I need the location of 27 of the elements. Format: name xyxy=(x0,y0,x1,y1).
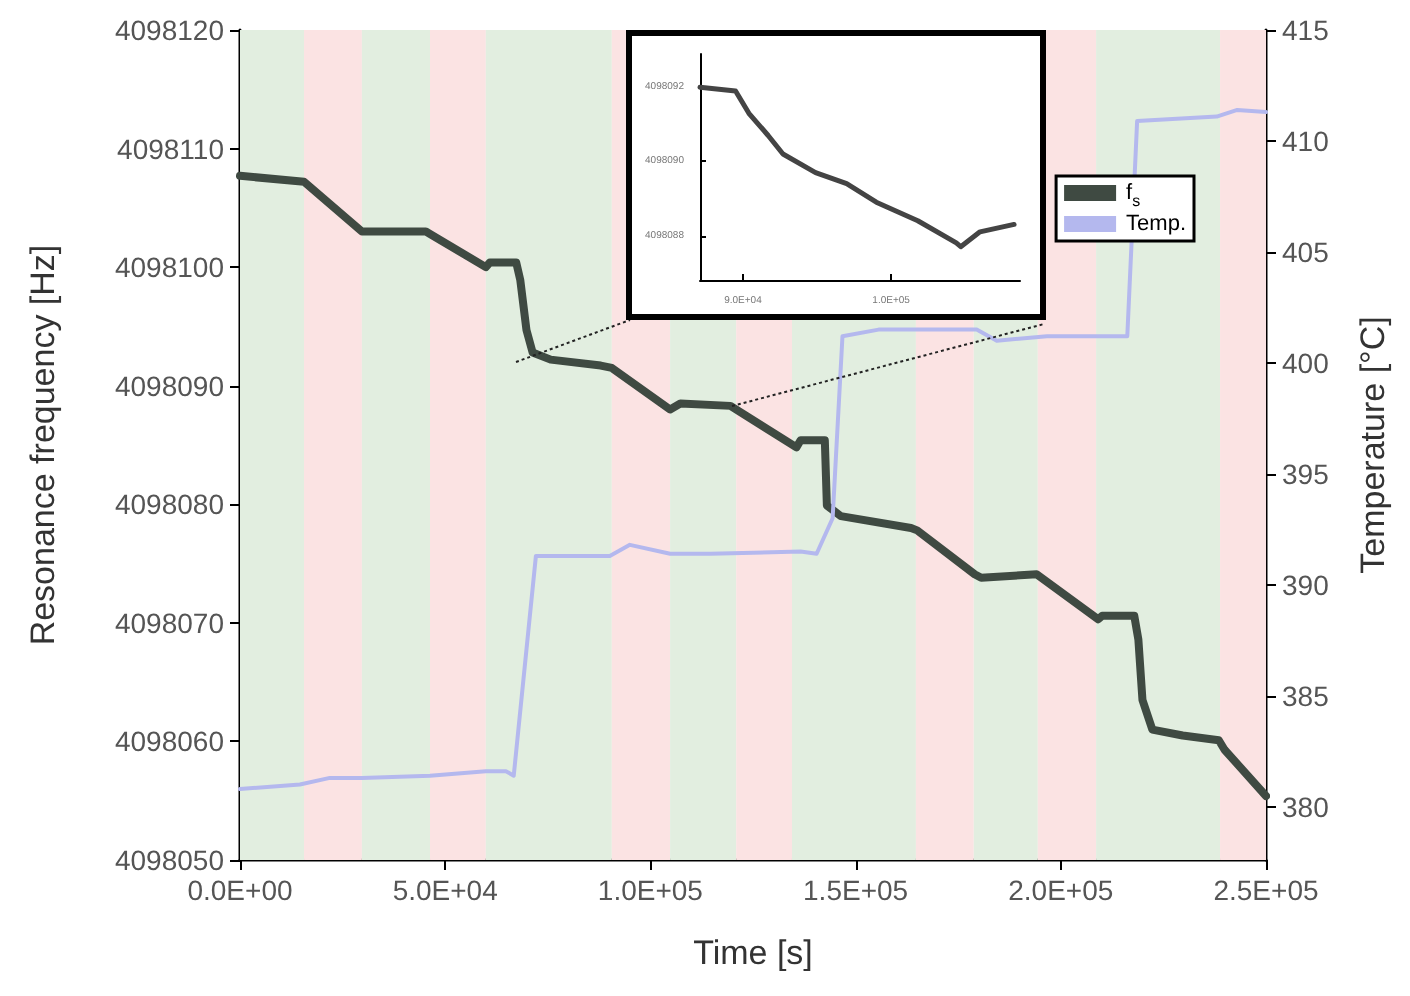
y-tick-label: 4098120 xyxy=(114,14,225,46)
x-tick-label: 2.5E+05 xyxy=(1213,874,1319,906)
x-tick-label: 1.0E+05 xyxy=(597,874,704,906)
x-axis-title: Time [s] xyxy=(693,934,813,972)
y2-tick-label: 410 xyxy=(1282,124,1330,157)
y-tick-label: 4098060 xyxy=(114,725,225,758)
y2-tick-label: 400 xyxy=(1282,346,1330,379)
y-tick-label: 4098080 xyxy=(114,488,225,521)
y2-tick-label: 395 xyxy=(1282,457,1330,490)
x-tick-label: 0.0E+00 xyxy=(187,874,293,906)
line-series xyxy=(697,84,1017,250)
y-tick-label: 4098050 xyxy=(114,844,225,876)
y-tick-label: 4098070 xyxy=(114,606,225,639)
y2-axis-title: Temperature [°C] xyxy=(1354,316,1392,574)
y2-tick-label: 405 xyxy=(1282,235,1330,268)
y2-tick-label: 415 xyxy=(1282,14,1330,46)
y-axis-title: Resonance frequency [Hz] xyxy=(24,244,62,646)
y2-tick-label: 385 xyxy=(1282,679,1330,712)
y-tick-label: 4098110 xyxy=(117,132,225,165)
x-tick-label: 1.5E+05 xyxy=(803,874,909,906)
y2-tick-label: 380 xyxy=(1282,790,1330,823)
y-tick-label: 4098090 xyxy=(114,369,225,402)
y2-tick-label: 390 xyxy=(1282,568,1330,601)
legend-label: Temp. xyxy=(1126,212,1187,236)
y-tick-label: 4098100 xyxy=(114,251,225,284)
x-tick-label: 2.0E+05 xyxy=(1008,874,1114,906)
x-tick-label: 5.0E+04 xyxy=(392,874,499,906)
